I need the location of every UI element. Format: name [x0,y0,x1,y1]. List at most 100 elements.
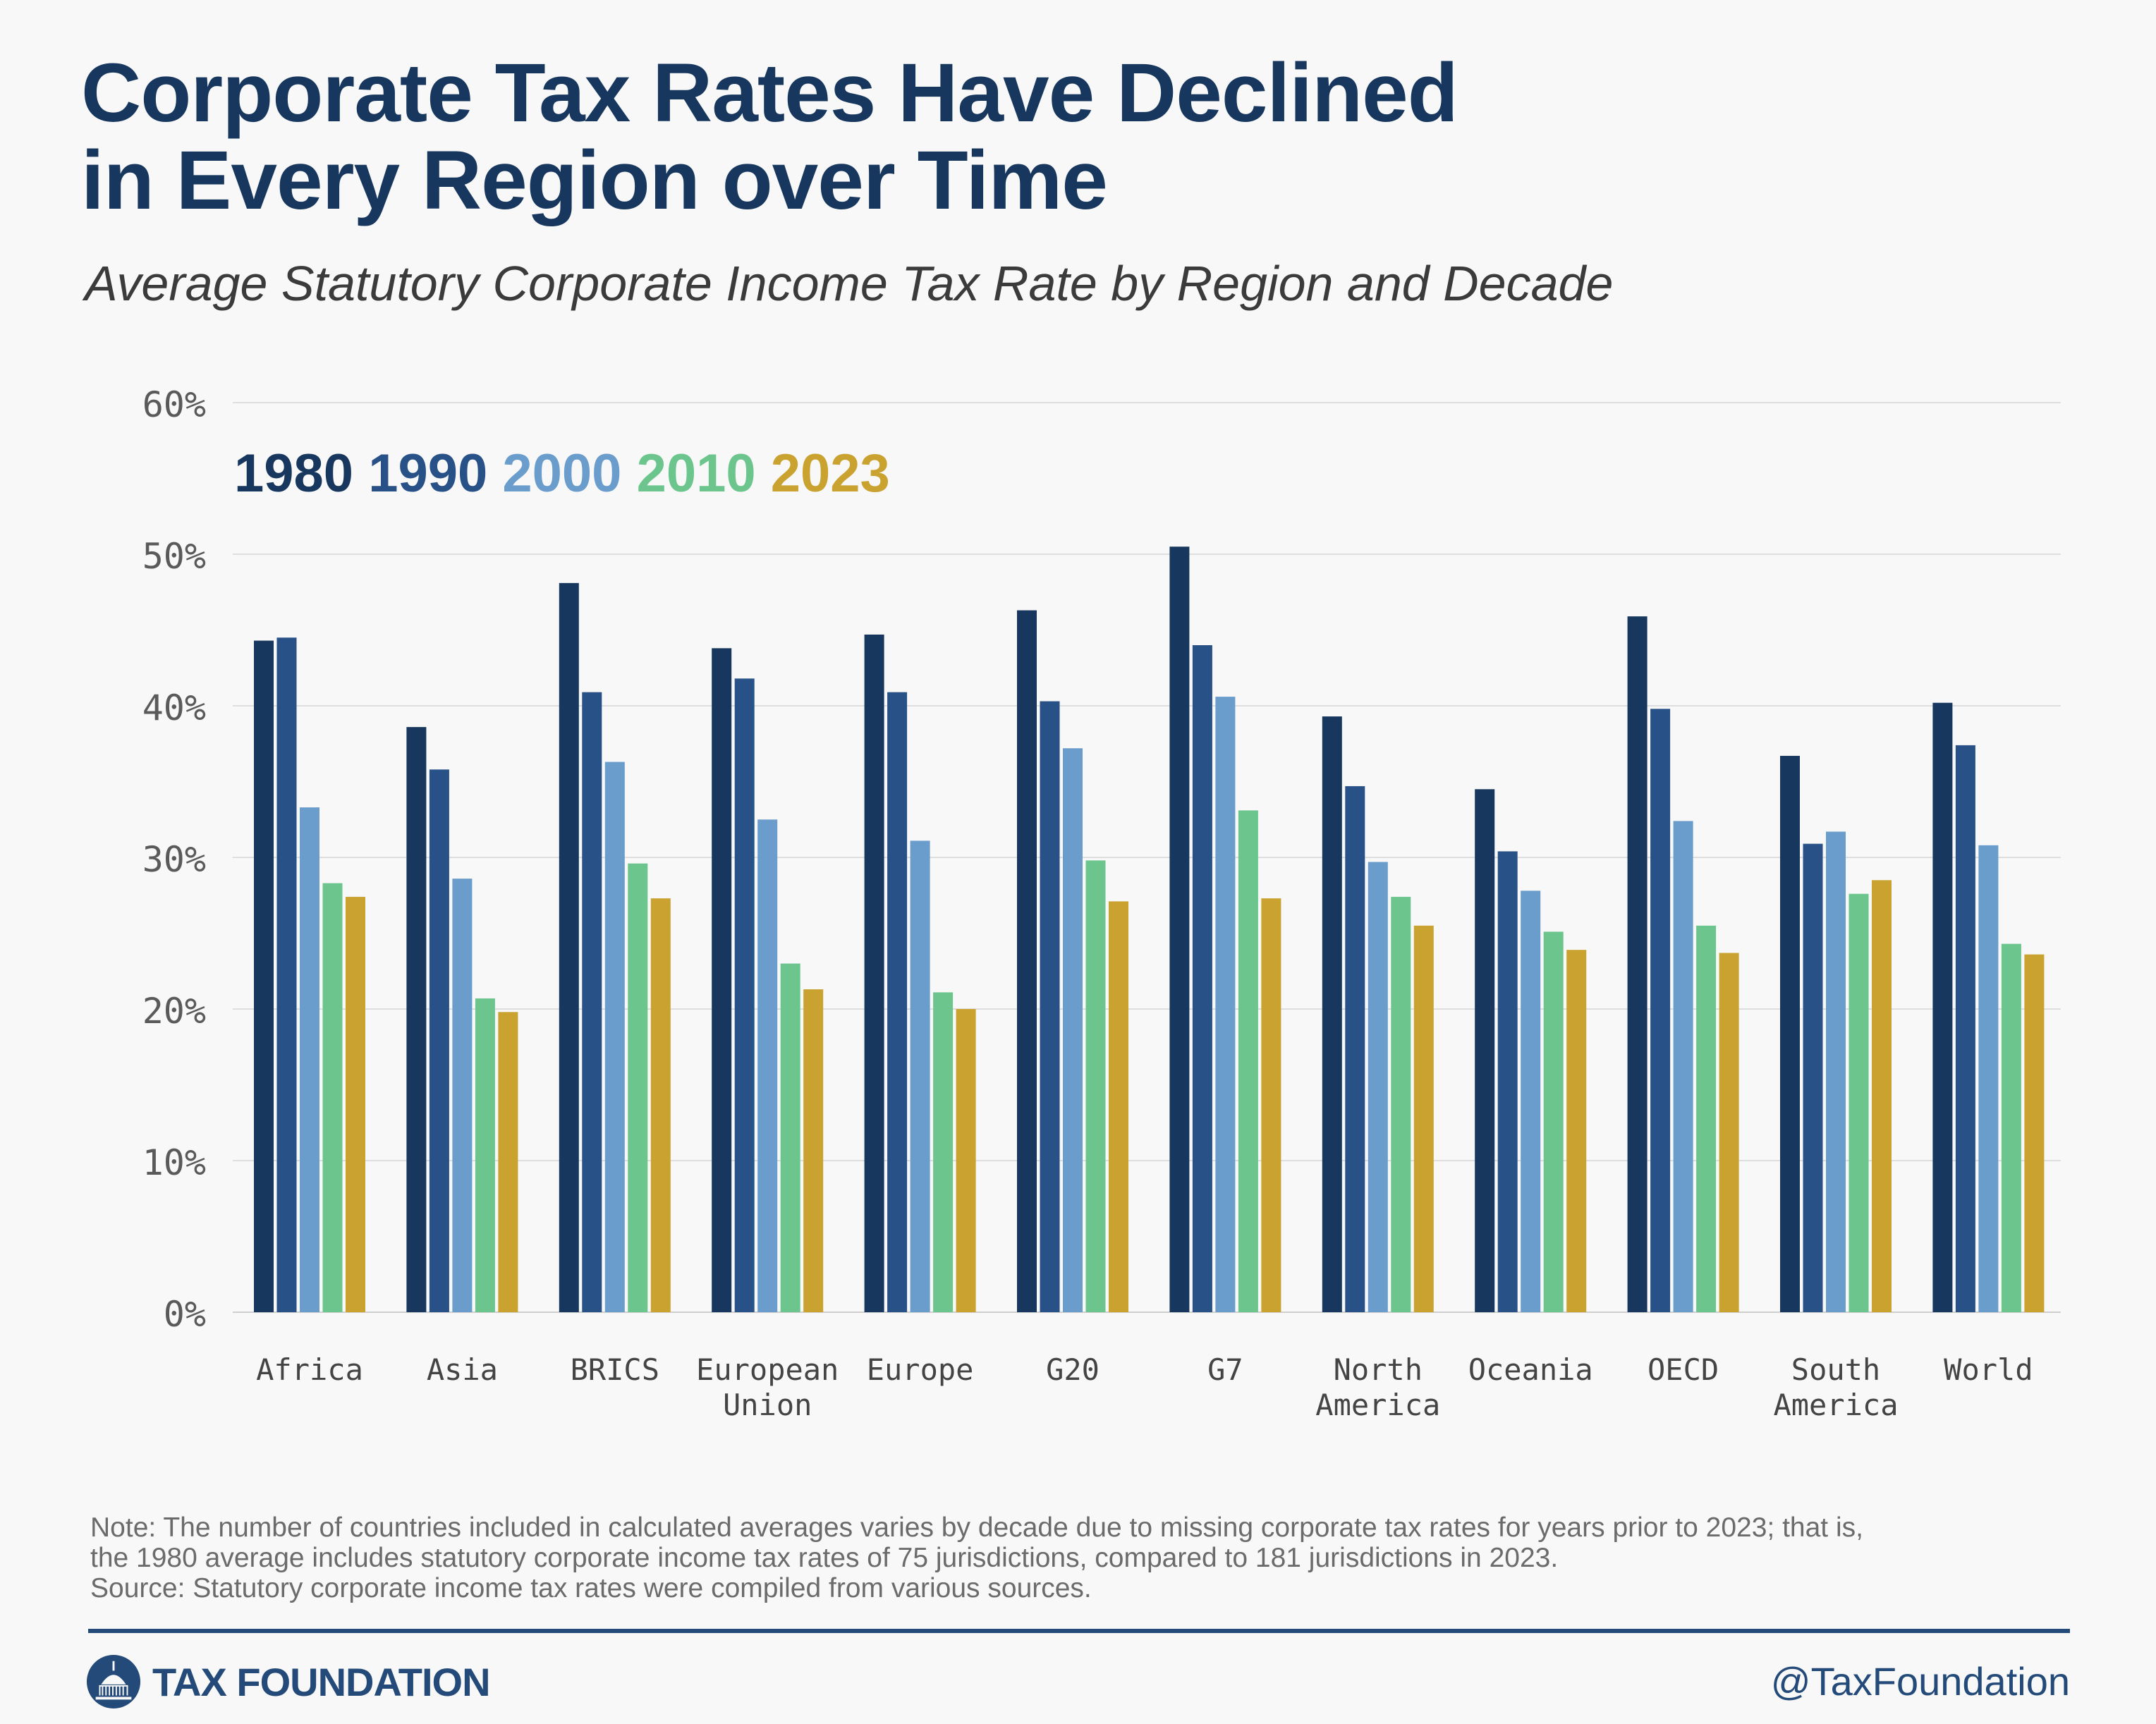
bar [1475,789,1495,1312]
legend-entry: 2010 [621,444,755,503]
y-tick-label: 10% [142,1142,206,1183]
x-tick-label: Europe [867,1352,974,1387]
bar [1566,950,1587,1312]
bar [780,963,800,1312]
legend-entry: 2000 [487,444,621,503]
bar [406,727,427,1312]
bar [1826,831,1846,1312]
bar [1192,645,1212,1312]
bar [1215,697,1236,1312]
legend-entry: 2023 [756,444,890,503]
bar [887,692,908,1312]
bar [1109,901,1128,1312]
bar [1719,953,1739,1312]
y-axis-ticks: 0% 10% 20% 30% 40% 50% 60% [142,384,206,1335]
bar [1345,785,1365,1312]
bar [933,992,954,1312]
x-tick-label: BRICS [571,1352,659,1387]
bar [1238,810,1258,1312]
bar [2024,954,2045,1312]
bar [1650,709,1671,1312]
x-tick-label: OECD [1648,1352,1719,1387]
capitol-dome-icon [86,1654,141,1709]
bars [254,546,2045,1312]
bar [346,896,365,1312]
bar [559,582,579,1312]
bar [1413,925,1434,1312]
legend-entry: 1990 [353,444,487,503]
bar [429,769,449,1312]
bar [650,898,671,1312]
title-line-1: Corporate Tax Rates Have Declined [81,47,1458,140]
bar [910,840,930,1312]
x-tick-label: North [1334,1352,1423,1387]
bar [475,998,495,1312]
bar [956,1009,976,1312]
x-tick-label: Asia [427,1352,498,1387]
y-tick-label: 40% [142,687,206,728]
brand-name: TAX FOUNDATION [152,1659,491,1704]
x-tick-label: America [1315,1388,1440,1422]
title-line-2: in Every Region over Time [81,134,1108,227]
bar [276,637,297,1312]
bar [1543,931,1564,1312]
bar [1780,755,1800,1312]
bar [1017,610,1037,1312]
bar [582,692,602,1312]
footer-divider [88,1629,2070,1633]
bar [1696,925,1717,1312]
bar [604,762,625,1312]
bar [712,648,732,1312]
y-tick-label: 50% [142,536,206,577]
bar [1803,843,1823,1312]
bar [1169,546,1190,1312]
bar [757,819,778,1312]
x-tick-label: World [1944,1352,2033,1387]
bar [734,678,755,1312]
x-tick-label: G7 [1207,1352,1243,1387]
gridlines [233,402,2061,1313]
note-line-2: the 1980 average includes statutory corp… [90,1543,1559,1573]
x-tick-label: Oceania [1468,1352,1593,1387]
bar [864,634,884,1312]
bar [1497,851,1518,1312]
bar [1391,896,1411,1312]
bar [803,989,824,1312]
bar [628,863,648,1312]
bar [1368,862,1388,1312]
legend: 1980 1990 2000 2010 2023 [234,444,890,503]
bar [1040,701,1060,1312]
bar [300,807,319,1312]
page-title: Corporate Tax Rates Have Declined in Eve… [81,49,2056,224]
bar [1261,898,1281,1312]
bar [254,640,274,1312]
bar [1849,893,1869,1312]
chart-subtitle: Average Statutory Corporate Income Tax R… [85,256,1614,311]
bar [1673,821,1693,1312]
bar [322,883,343,1312]
x-tick-label: America [1773,1388,1898,1422]
y-tick-label: 60% [142,384,206,425]
bar [1322,716,1342,1312]
y-tick-label: 20% [142,991,206,1032]
social-handle: @TaxFoundation [1770,1659,2070,1704]
x-tick-label: European [696,1352,839,1387]
bar [1978,845,1999,1312]
source-line: Source: Statutory corporate income tax r… [90,1573,1092,1603]
legend-entry: 1980 [234,444,353,503]
footnote: Note: The number of countries included i… [90,1512,2079,1603]
bar [1063,748,1083,1312]
x-tick-label: South [1791,1352,1880,1387]
bar [1627,616,1648,1312]
bar [1955,745,1975,1312]
bar [452,879,473,1312]
bar [1872,880,1892,1312]
bar [2001,943,2021,1312]
brand-logo-group: TAX FOUNDATION [86,1650,491,1713]
x-tick-label: Union [723,1388,812,1422]
bar [498,1012,518,1312]
bar [1932,702,1953,1312]
x-tick-label: Africa [256,1352,363,1387]
y-tick-label: 0% [164,1294,206,1335]
